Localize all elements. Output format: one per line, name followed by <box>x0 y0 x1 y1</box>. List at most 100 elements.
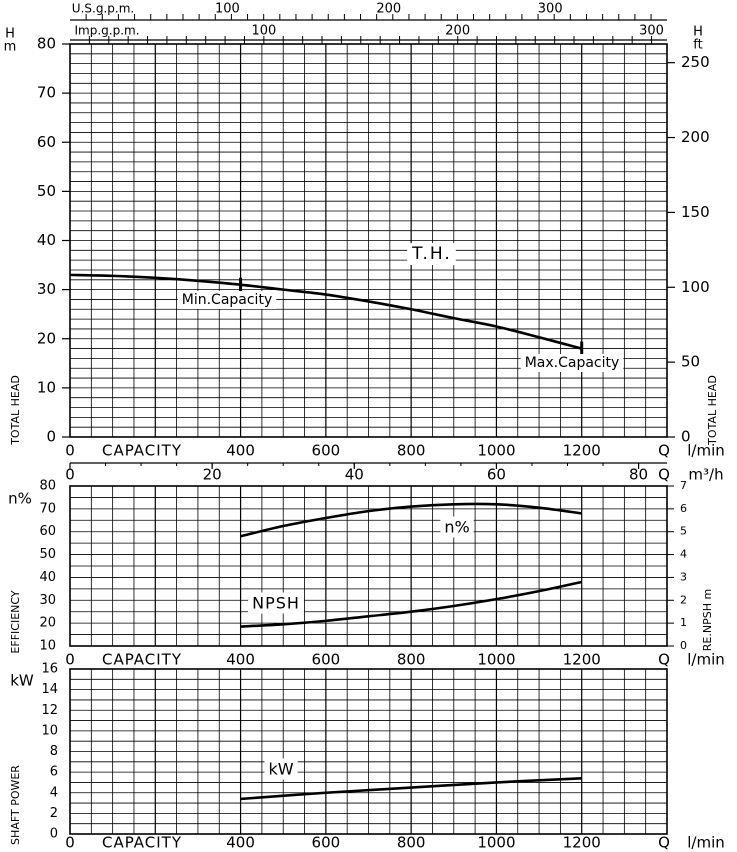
th-y-tick-left: 20 <box>37 329 56 347</box>
ef-y-tick-right: 7 <box>680 479 687 492</box>
ef-x-tick: 1000 <box>477 651 515 669</box>
th-x-tick: 0 <box>65 442 75 460</box>
sp-y-tick-left: 0 <box>50 827 58 842</box>
th-y-tick-left: 80 <box>37 35 56 53</box>
th-marker-label-min-bg <box>177 291 277 309</box>
usgpm-tick-label: 300 <box>538 2 563 17</box>
th-unit-h-right: H <box>693 25 703 40</box>
ef-y-tick-right: 0 <box>680 639 687 652</box>
sp-y-tick-left: 8 <box>50 744 58 759</box>
ef-y-tick-left: 40 <box>39 570 56 585</box>
th-y-tick-right: 100 <box>681 278 710 296</box>
ef-y-tick-right: 2 <box>680 593 687 606</box>
ef-y-tick-right: 1 <box>680 616 687 629</box>
th-y-tick-right: 0 <box>681 428 691 446</box>
ef-curve-npsh <box>240 580 582 628</box>
th-unit-ft-right: ft <box>693 38 702 53</box>
ef-y-tick-right: 6 <box>680 502 687 515</box>
ef-x-tick: 1200 <box>563 651 601 669</box>
ef-y-tick-right: 4 <box>680 548 687 561</box>
th-y-tick-right: 200 <box>681 128 710 146</box>
th-y-tick-left: 40 <box>37 231 56 249</box>
sp-y-tick-left: 12 <box>41 703 58 718</box>
ef-y-tick-left: 10 <box>39 639 56 654</box>
th-curve <box>69 273 583 350</box>
th-x-tick: 1000 <box>477 442 515 460</box>
th-unit-m-left: m <box>4 40 17 55</box>
th-unit-h-left: H <box>5 27 15 42</box>
th-series-label: T.H. <box>411 244 452 264</box>
th-ylabel-left: TOTAL HEAD <box>9 375 22 446</box>
impgpm-tick-label: 200 <box>445 24 470 39</box>
th-x-unit: l/min <box>687 442 725 460</box>
th-y-tick-right: 150 <box>681 203 710 221</box>
ef-x-tick: 600 <box>312 651 341 669</box>
th-series-label-bg <box>407 243 456 265</box>
th-x-tick: 600 <box>312 442 341 460</box>
ef-x-unit: l/min <box>687 651 725 669</box>
usgpm-tick-label: 200 <box>376 2 401 17</box>
sp-y-tick-left: 6 <box>50 765 58 780</box>
ef-x-tick: 400 <box>226 651 255 669</box>
usgpm-label: U.S.g.p.m. <box>72 2 134 16</box>
sp-x-unit: l/min <box>687 834 725 852</box>
th-y-tick-right: 50 <box>681 353 700 371</box>
th-ylabel-right: TOTAL HEAD <box>706 375 719 446</box>
sp-x-label: CAPACITY <box>102 834 182 852</box>
usgpm-tick-label: 100 <box>215 2 240 17</box>
ef-y-tick-right: 5 <box>680 525 687 538</box>
th-y-tick-left: 60 <box>37 133 56 151</box>
impgpm-tick-label: 300 <box>639 24 664 39</box>
sp-curve <box>240 777 582 801</box>
sp-y-tick-left: 14 <box>41 682 58 697</box>
ef-series-label-npsh: NPSH <box>252 594 300 613</box>
sp-ylabel-left: SHAFT POWER <box>9 765 22 845</box>
ef-y-tick-left: 80 <box>39 479 56 494</box>
sp-y-tick-left: 4 <box>50 785 58 800</box>
ef-y-tick-left: 20 <box>39 616 56 631</box>
ef-series-label-eff-bg <box>440 516 474 538</box>
th-y-tick-right: 250 <box>681 53 710 71</box>
ef-ylabel-left: EFFICIENCY <box>9 590 22 653</box>
impgpm-tick-label: 100 <box>251 24 276 39</box>
ef-series-label-npsh-bg <box>248 592 304 614</box>
th-x2-unit: m³/h <box>688 466 723 484</box>
ef-y-tick-left: 70 <box>39 501 56 516</box>
sp-series-label-bg <box>264 758 298 780</box>
panel-frame-efficiency <box>69 485 668 647</box>
th-x-label: CAPACITY <box>102 442 182 460</box>
sp-series-label: kW <box>268 760 293 779</box>
sp-y-tick-left: 2 <box>50 806 58 821</box>
impgpm-label: Imp.g.p.m. <box>74 24 139 38</box>
th-x2-symbol: Q <box>658 466 670 484</box>
sp-x-tick: 0 <box>65 834 75 852</box>
th-y-tick-left: 30 <box>37 280 56 298</box>
text-layer: 01020304050607080050100150200250HmHftTOT… <box>4 2 725 852</box>
th-y-tick-left: 50 <box>37 182 56 200</box>
panel-frames <box>62 14 675 835</box>
ef-x-tick: 0 <box>65 651 75 669</box>
ef-ylabel-right: RE.NPSH m <box>701 589 714 651</box>
sp-y-tick-left: 10 <box>41 723 58 738</box>
ef-curve-eff <box>240 502 582 538</box>
ef-y-tick-left: 30 <box>39 593 56 608</box>
th-y-tick-left: 0 <box>46 428 56 446</box>
th-x-tick: 800 <box>397 442 426 460</box>
sp-x-symbol: Q <box>658 834 670 852</box>
ef-y-tick-right: 3 <box>680 570 687 583</box>
th-x2-tick: 0 <box>65 466 75 484</box>
th-x2-tick: 40 <box>345 466 364 484</box>
ef-y-tick-left: 60 <box>39 524 56 539</box>
th-x2-tick: 20 <box>203 466 222 484</box>
th-x-tick: 1200 <box>563 442 601 460</box>
panel-frame-shaft-power <box>69 668 668 835</box>
ef-x-tick: 800 <box>397 651 426 669</box>
th-marker-label-min: Min.Capacity <box>182 292 272 308</box>
grid-layer <box>70 44 667 834</box>
sp-unit-left: kW <box>10 672 34 690</box>
sp-x-tick: 1000 <box>477 834 515 852</box>
series-layer <box>69 273 584 801</box>
ef-x-label: CAPACITY <box>102 651 182 669</box>
th-x2-tick: 80 <box>629 466 648 484</box>
ef-y-tick-left: 50 <box>39 547 56 562</box>
